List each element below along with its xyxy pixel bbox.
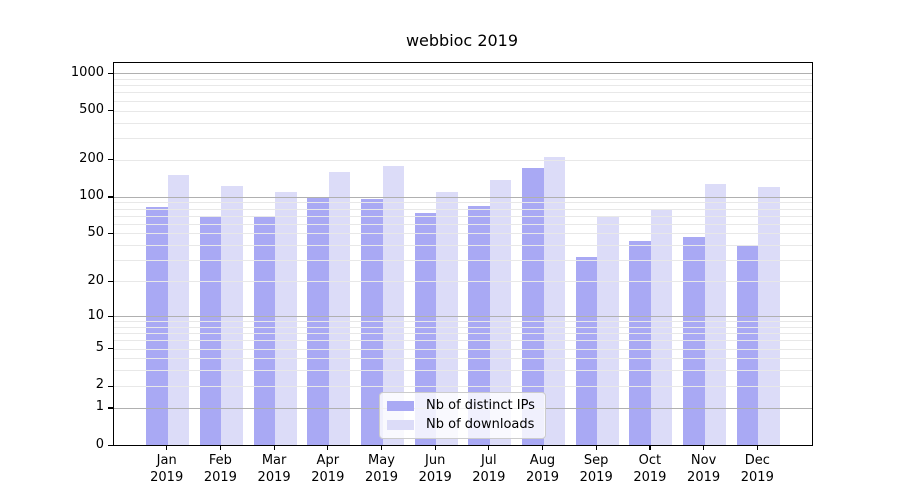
y-tick-label-200: 200 [79,151,104,167]
bar-distinct-ips-jul [468,205,490,445]
x-tick-label-oct: Oct 2019 [633,453,667,485]
x-tick-label-nov: Nov 2019 [687,453,721,485]
x-tick-label-jan: Jan 2019 [150,453,184,485]
y-tick-mark-2 [108,385,114,387]
x-tick-mark-nov [703,445,705,451]
gridline-minor-400 [114,122,812,124]
legend: Nb of distinct IPs Nb of downloads [379,392,546,439]
x-tick-label-jun: Jun 2019 [418,453,452,485]
legend-label-distinct-ips: Nb of distinct IPs [426,398,535,413]
gridline-minor-600 [114,100,812,102]
plot-area [113,62,813,446]
bar-distinct-ips-aug [522,168,544,445]
y-tick-mark-1000 [108,72,114,75]
y-tick-mark-200 [108,159,114,161]
bar-distinct-ips-nov [683,236,705,445]
bar-downloads-aug [543,157,565,445]
x-tick-mark-oct [649,445,651,451]
y-tick-label-20: 20 [87,272,104,288]
y-tick-label-100: 100 [79,188,104,204]
bar-distinct-ips-apr [307,197,329,445]
y-tick-mark-0 [108,444,114,446]
y-tick-label-1000: 1000 [70,64,104,80]
x-tick-mark-apr [327,445,329,451]
y-tick-mark-5 [108,348,114,350]
x-tick-mark-may [380,445,383,451]
legend-swatch-distinct-ips [387,400,414,411]
bar-downloads-feb [221,186,243,445]
bar-downloads-dec [758,186,780,445]
gridline-minor-200 [114,159,812,161]
bar-downloads-apr [328,171,351,445]
x-tick-mark-jan [166,445,168,451]
x-tick-label-dec: Dec 2019 [740,453,774,485]
bar-distinct-ips-dec [736,245,759,445]
x-tick-mark-aug [541,445,544,451]
gridline-minor-800 [114,85,812,87]
bar-distinct-ips-feb [199,215,222,445]
y-tick-label-5: 5 [95,340,104,356]
y-tick-mark-100 [108,196,114,198]
bar-downloads-may [382,166,404,445]
bar-downloads-nov [704,184,727,445]
bar-distinct-ips-oct [629,241,651,445]
x-tick-label-may: May 2019 [364,453,399,485]
y-tick-label-500: 500 [79,102,104,117]
legend-swatch-downloads [387,419,414,430]
y-tick-mark-20 [108,280,114,283]
x-tick-mark-jun [434,445,436,451]
y-tick-label-10: 10 [87,307,104,323]
y-tick-label-50: 50 [87,224,104,240]
x-tick-label-sep: Sep 2019 [579,453,613,485]
gridline-minor-900 [114,78,812,80]
bar-distinct-ips-jun [414,212,437,445]
x-tick-mark-mar [273,445,275,451]
x-tick-mark-jul [488,445,490,451]
bar-distinct-ips-jan [146,206,168,445]
y-tick-label-0: 0 [95,436,104,452]
gridline-minor-500 [114,110,812,112]
chart-title: webbioc 2019 [405,31,519,50]
bar-downloads-jun [436,192,458,445]
x-tick-mark-sep [595,445,597,451]
x-tick-mark-dec [756,445,758,451]
bar-downloads-oct [650,208,673,445]
y-tick-mark-10 [108,315,114,317]
y-tick-mark-500 [108,110,114,112]
bar-downloads-jan [167,175,190,445]
gridline-minor-700 [114,92,812,94]
x-tick-label-aug: Aug 2019 [525,453,560,485]
y-tick-mark-50 [108,233,114,235]
x-tick-mark-feb [219,445,222,451]
x-tick-label-mar: Mar 2019 [257,453,291,485]
bar-distinct-ips-sep [575,256,598,445]
y-tick-label-2: 2 [95,377,104,393]
y-tick-mark-1 [108,407,114,409]
bar-downloads-mar [275,192,297,445]
legend-row-distinct-ips: Nb of distinct IPs [387,398,535,413]
x-tick-label-jul: Jul 2019 [472,453,506,485]
gridline-minor-300 [114,137,812,139]
x-tick-label-apr: Apr 2019 [311,453,345,485]
gridline-major-1000 [114,73,812,75]
bar-distinct-ips-mar [253,217,276,445]
y-tick-label-1: 1 [95,399,104,415]
bar-downloads-sep [597,216,619,445]
legend-row-downloads: Nb of downloads [387,417,535,432]
x-tick-label-feb: Feb 2019 [203,453,237,485]
legend-label-downloads: Nb of downloads [426,417,535,432]
